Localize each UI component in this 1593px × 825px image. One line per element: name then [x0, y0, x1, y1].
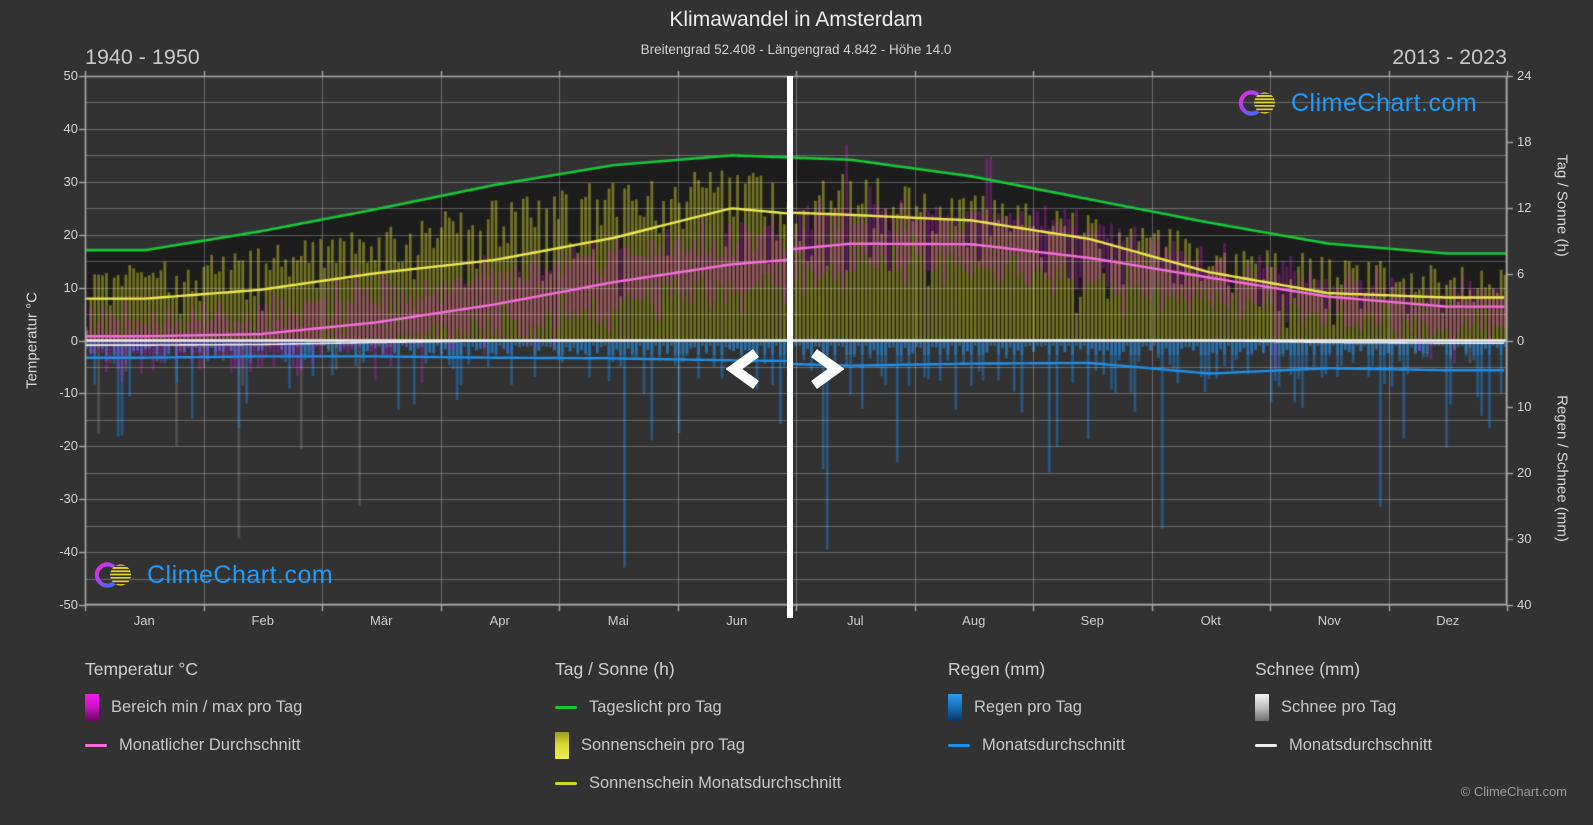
legend-header: Tag / Sonne (h): [555, 659, 675, 679]
legend-header: Regen (mm): [948, 659, 1046, 679]
chart-subtitle-coordinates: Breitengrad 52.408 - Längengrad 4.842 - …: [640, 42, 952, 57]
legend-item-label: Bereich min / max pro Tag: [111, 697, 303, 716]
legend-item-label: Monatsdurchschnitt: [1289, 735, 1433, 754]
y-axis-title-precipitation: Regen / Schnee (mm): [1553, 395, 1571, 542]
legend-group-rain: Regen (mm) Regen pro Tag Monatsdurchschn…: [948, 656, 1125, 764]
legend-item-label: Sonnenschein Monatsdurchschnitt: [589, 773, 842, 792]
legend-item: Sonnenschein pro Tag: [555, 726, 841, 764]
temp-range-swatch-icon: [85, 693, 99, 721]
period-label-right: 2013 - 2023: [1392, 45, 1507, 69]
climechart-logo-text: ClimeChart.com: [147, 560, 334, 589]
snow-average-line-icon: [1255, 743, 1277, 747]
legend-item-label: Monatlicher Durchschnitt: [119, 735, 301, 754]
legend-item: Monatsdurchschnitt: [948, 726, 1125, 764]
page-title: Klimawandel in Amsterdam: [669, 8, 923, 31]
legend-item: Bereich min / max pro Tag: [85, 688, 302, 726]
legend-item-label: Regen pro Tag: [974, 697, 1082, 716]
comparison-divider[interactable]: [787, 76, 793, 618]
chevron-left-icon[interactable]: [726, 348, 760, 390]
rain-swatch-icon: [948, 693, 962, 721]
climechart-logo-icon: [1238, 90, 1276, 116]
sunshine-average-line-icon: [555, 781, 577, 785]
climechart-logo-bottom-left[interactable]: ClimeChart.com: [93, 556, 333, 594]
legend-item: Tageslicht pro Tag: [555, 688, 841, 726]
legend-item: Monatsdurchschnitt: [1255, 726, 1432, 764]
legend-group-temperature: Temperatur °C Bereich min / max pro Tag …: [85, 656, 302, 764]
legend-item: Regen pro Tag: [948, 688, 1125, 726]
y-axis-title-temperature: Temperatur °C: [23, 292, 41, 389]
legend-group-sun: Tag / Sonne (h) Tageslicht pro Tag Sonne…: [555, 656, 841, 802]
temp-average-line-icon: [85, 743, 107, 747]
period-label-left: 1940 - 1950: [85, 45, 200, 69]
legend-group-snow: Schnee (mm) Schnee pro Tag Monatsdurchsc…: [1255, 656, 1432, 764]
climechart-logo-icon: [94, 562, 132, 588]
legend-item: Schnee pro Tag: [1255, 688, 1432, 726]
legend-item: Monatlicher Durchschnitt: [85, 726, 302, 764]
rain-average-line-icon: [948, 743, 970, 747]
y-axis-title-sun: Tag / Sonne (h): [1553, 154, 1571, 257]
legend-item: Sonnenschein Monatsdurchschnitt: [555, 764, 841, 802]
copyright-text: © ClimeChart.com: [1460, 784, 1567, 799]
legend-header: Temperatur °C: [85, 659, 199, 679]
legend-item-label: Monatsdurchschnitt: [982, 735, 1126, 754]
snow-swatch-icon: [1255, 693, 1269, 721]
chevron-right-icon[interactable]: [810, 348, 844, 390]
legend-item-label: Tageslicht pro Tag: [589, 697, 722, 716]
climechart-logo-text: ClimeChart.com: [1291, 88, 1478, 117]
legend-item-label: Schnee pro Tag: [1281, 697, 1397, 716]
climechart-logo-top-right[interactable]: ClimeChart.com: [1237, 84, 1477, 122]
legend-header: Schnee (mm): [1255, 659, 1361, 679]
sunshine-swatch-icon: [555, 731, 569, 759]
legend-item-label: Sonnenschein pro Tag: [581, 735, 745, 754]
daylight-line-icon: [555, 705, 577, 709]
